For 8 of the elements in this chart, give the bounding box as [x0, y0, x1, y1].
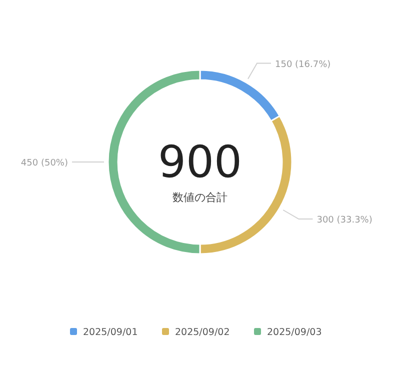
data-label: 150 (16.7%)	[275, 60, 331, 70]
text: 数値の合計	[172, 191, 228, 204]
legend-label: 2025/09/03	[267, 327, 322, 338]
legend-label: 2025/09/01	[83, 327, 138, 338]
text: 900	[158, 137, 242, 188]
data-label: 300 (33.3%)	[316, 216, 372, 226]
legend-label: 2025/09/02	[175, 327, 230, 338]
data-label: 450 (50%)	[20, 158, 68, 168]
